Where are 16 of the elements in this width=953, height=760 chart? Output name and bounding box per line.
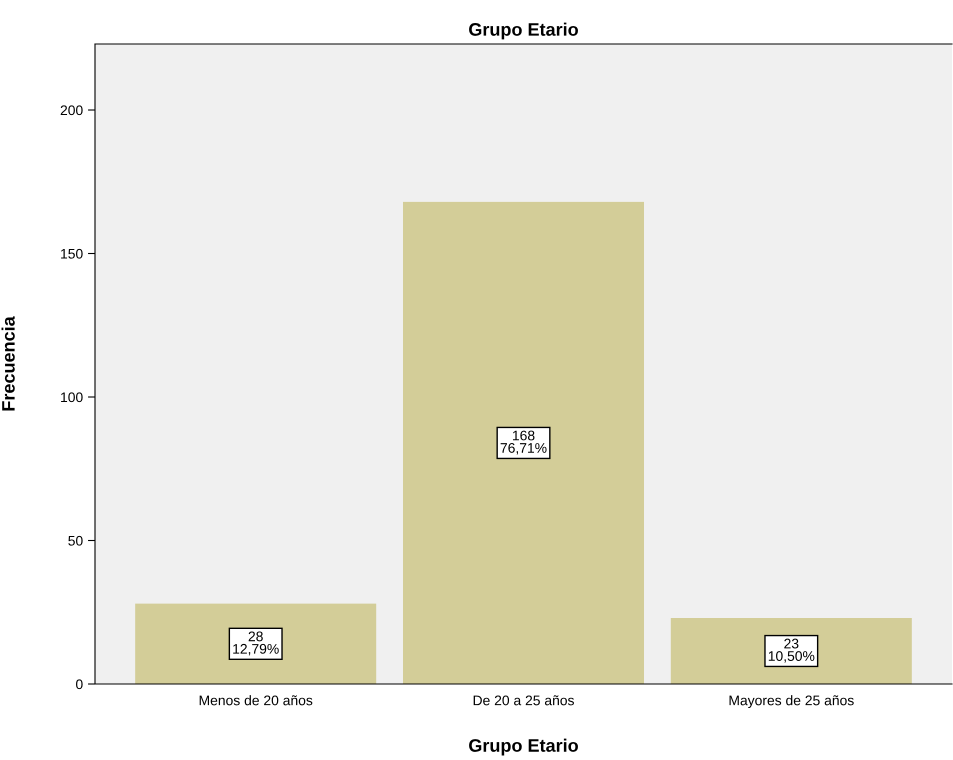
x-tick-label: De 20 a 25 años [474, 695, 574, 706]
data-label: 168 76,71% [500, 430, 547, 455]
chart-title: Grupo Etario [469, 22, 578, 40]
y-tick-label: 0 [76, 679, 83, 690]
x-tick-label: Menos de 20 años [200, 695, 312, 706]
bar [402, 202, 644, 684]
y-tick-label: 50 [68, 536, 83, 546]
bar [135, 604, 376, 684]
y-axis-title: Frecuencia [2, 316, 15, 410]
data-label: 23 10,50% [768, 638, 814, 663]
data-label: 28 12,79% [233, 631, 279, 656]
x-axis-title: Grupo Etario [469, 738, 578, 756]
y-tick-label: 100 [61, 392, 83, 402]
y-tick-label: 200 [60, 105, 83, 116]
x-tick-label: Mayores de 25 años [730, 695, 854, 708]
y-tick-label: 150 [61, 248, 83, 259]
